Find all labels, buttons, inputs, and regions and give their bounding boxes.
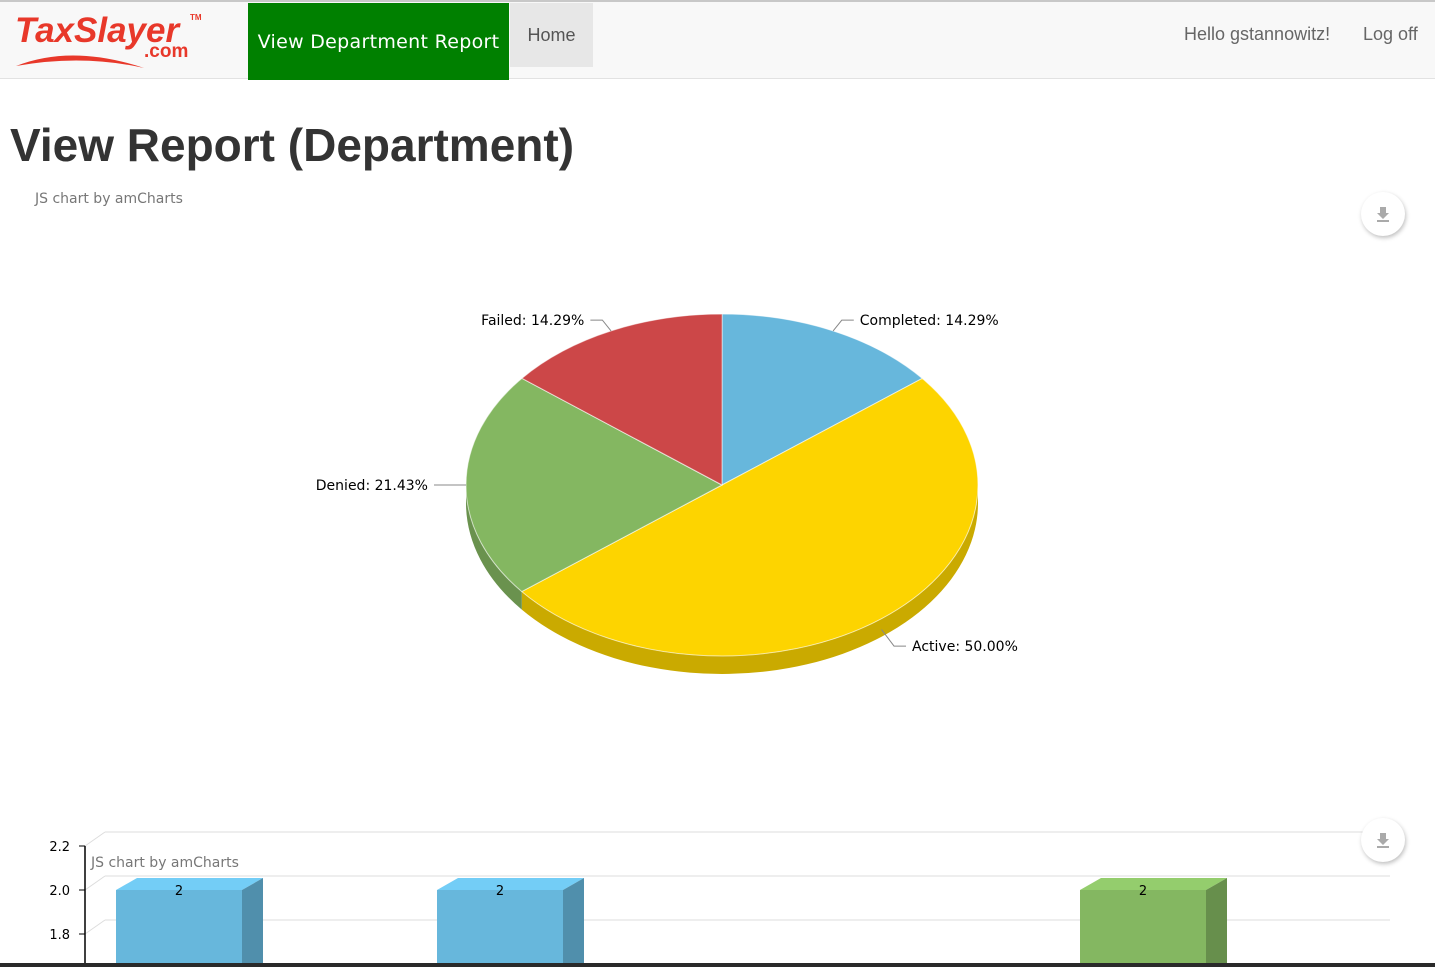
- pie-depth-group: [466, 485, 978, 674]
- bar-export-button[interactable]: [1361, 818, 1405, 862]
- bar-column-2[interactable]: [1080, 890, 1206, 967]
- nav-view-department-report[interactable]: View Department Report: [248, 3, 509, 80]
- bar-column-top-0: [116, 878, 263, 890]
- bar-column-top-1: [437, 878, 584, 890]
- pie-label-completed: Completed: 14.29%: [860, 313, 999, 329]
- bar-column-side-1: [563, 878, 584, 967]
- page-title: View Report (Department): [10, 119, 575, 171]
- pie-slice-side-2: [466, 485, 522, 610]
- taxslayer-logo[interactable]: TaxSlayer TM .com: [12, 8, 212, 74]
- bar-y-tick-label-1: 2.0: [49, 884, 70, 899]
- bar-column-side-2: [1206, 878, 1227, 967]
- logoff-link[interactable]: Log off: [1363, 24, 1418, 44]
- bar-value-label-1: 2: [496, 884, 504, 899]
- pie-label-line-failed: [590, 319, 612, 332]
- window-bottom-edge: [0, 963, 1435, 967]
- bar-column-top-2: [1080, 878, 1227, 890]
- navbar: TaxSlayer TM .com View Department Report…: [0, 0, 1435, 80]
- download-icon: [1377, 833, 1389, 848]
- pie-label-denied: Denied: 21.43%: [316, 478, 428, 494]
- nav-home[interactable]: Home: [510, 3, 593, 67]
- bar-column-1[interactable]: [437, 890, 563, 967]
- bar-value-label-0: 2: [175, 884, 183, 899]
- pie-label-failed: Failed: 14.29%: [481, 313, 584, 329]
- pie-slice-active[interactable]: [520, 377, 979, 657]
- logo-domain: .com: [144, 41, 188, 62]
- bar-value-label-2: 2: [1139, 884, 1147, 899]
- logo-swoosh-icon: [16, 55, 144, 68]
- logo-trademark: TM: [190, 13, 202, 22]
- pie-label-active: Active: 50.00%: [912, 639, 1018, 655]
- pie-label-line-active: [881, 629, 907, 647]
- bar-chart-credit[interactable]: JS chart by amCharts: [90, 855, 239, 871]
- logo-text: TaxSlayer: [15, 11, 181, 50]
- bar-grid-diag-2: [84, 919, 106, 935]
- bar-grid-diag-1: [84, 875, 106, 891]
- bar-chart: 2.2 2.0 1.8 JS chart by amCharts 2 2 2: [49, 831, 1390, 967]
- user-greeting-link[interactable]: Hello gstannowitz!: [1184, 24, 1331, 44]
- pie-chart-credit[interactable]: JS chart by amCharts: [35, 191, 183, 207]
- bar-y-tick-label-2: 1.8: [49, 928, 70, 943]
- bar-column-side-0: [242, 878, 263, 967]
- pie-chart: Completed: 14.29% Active: 50.00% Denied: 2…: [316, 313, 1018, 674]
- pie-export-button[interactable]: [1361, 192, 1405, 236]
- bar-column-0[interactable]: [116, 890, 242, 967]
- pie-label-line-completed: [832, 319, 854, 332]
- download-icon: [1377, 207, 1389, 222]
- bar-y-tick-label-0: 2.2: [49, 840, 70, 855]
- bar-grid-diag-0: [84, 831, 106, 847]
